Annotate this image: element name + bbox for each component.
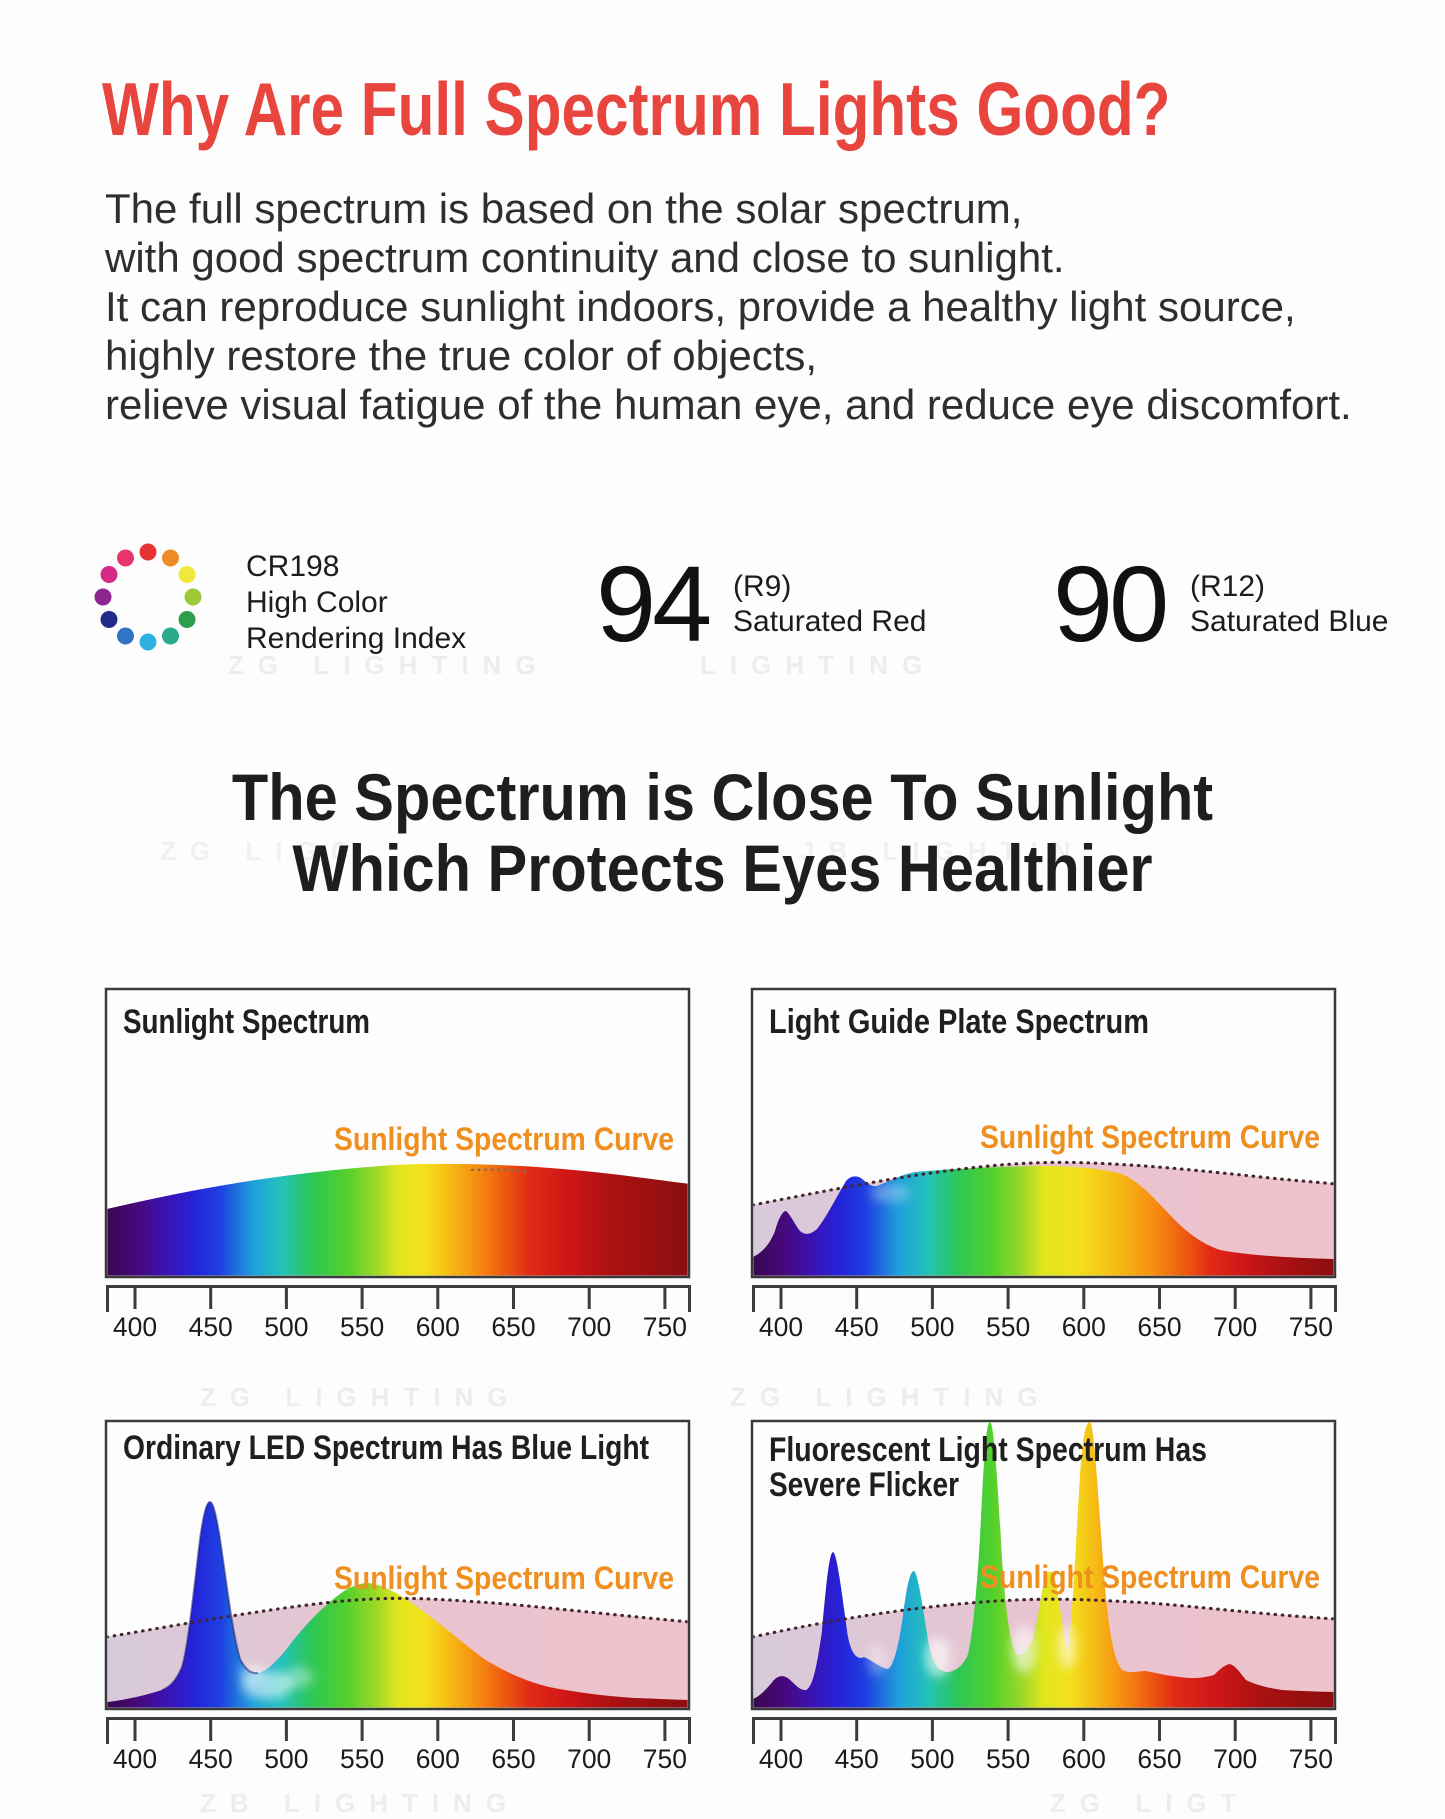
svg-text:Sunlight Spectrum Curve: Sunlight Spectrum Curve <box>334 1121 674 1157</box>
svg-text:450: 450 <box>189 1744 233 1774</box>
svg-text:500: 500 <box>264 1312 308 1342</box>
svg-text:550: 550 <box>986 1312 1030 1342</box>
svg-text:Ordinary LED Spectrum Has Blue: Ordinary LED Spectrum Has Blue Light <box>123 1429 649 1467</box>
svg-text:600: 600 <box>416 1744 460 1774</box>
svg-text:700: 700 <box>567 1312 611 1342</box>
svg-text:750: 750 <box>1289 1312 1333 1342</box>
svg-text:750: 750 <box>643 1312 687 1342</box>
svg-text:Light Guide Plate Spectrum: Light Guide Plate Spectrum <box>769 1003 1149 1041</box>
svg-text:400: 400 <box>113 1744 157 1774</box>
svg-text:700: 700 <box>1213 1744 1257 1774</box>
svg-text:550: 550 <box>340 1312 384 1342</box>
svg-text:400: 400 <box>113 1312 157 1342</box>
svg-text:650: 650 <box>491 1744 535 1774</box>
svg-text:600: 600 <box>1062 1744 1106 1774</box>
svg-text:Fluorescent Light Spectrum Has: Fluorescent Light Spectrum Has <box>769 1431 1207 1469</box>
svg-text:750: 750 <box>1289 1744 1333 1774</box>
svg-text:700: 700 <box>567 1744 611 1774</box>
svg-text:600: 600 <box>1062 1312 1106 1342</box>
svg-text:550: 550 <box>340 1744 384 1774</box>
svg-text:450: 450 <box>189 1312 233 1342</box>
svg-text:500: 500 <box>910 1312 954 1342</box>
svg-text:650: 650 <box>1137 1312 1181 1342</box>
svg-text:750: 750 <box>643 1744 687 1774</box>
svg-text:400: 400 <box>759 1744 803 1774</box>
svg-text:650: 650 <box>491 1312 535 1342</box>
svg-text:500: 500 <box>910 1744 954 1774</box>
svg-text:700: 700 <box>1213 1312 1257 1342</box>
svg-text:Sunlight Spectrum: Sunlight Spectrum <box>123 1003 370 1041</box>
svg-text:Sunlight Spectrum Curve: Sunlight Spectrum Curve <box>334 1560 674 1596</box>
svg-text:600: 600 <box>416 1312 460 1342</box>
svg-text:550: 550 <box>986 1744 1030 1774</box>
svg-text:Severe Flicker: Severe Flicker <box>769 1466 959 1504</box>
svg-text:450: 450 <box>835 1312 879 1342</box>
svg-text:400: 400 <box>759 1312 803 1342</box>
svg-text:650: 650 <box>1137 1744 1181 1774</box>
svg-text:450: 450 <box>835 1744 879 1774</box>
svg-text:Sunlight Spectrum Curve: Sunlight Spectrum Curve <box>980 1559 1320 1595</box>
svg-text:500: 500 <box>264 1744 308 1774</box>
svg-text:Sunlight Spectrum Curve: Sunlight Spectrum Curve <box>980 1119 1320 1155</box>
